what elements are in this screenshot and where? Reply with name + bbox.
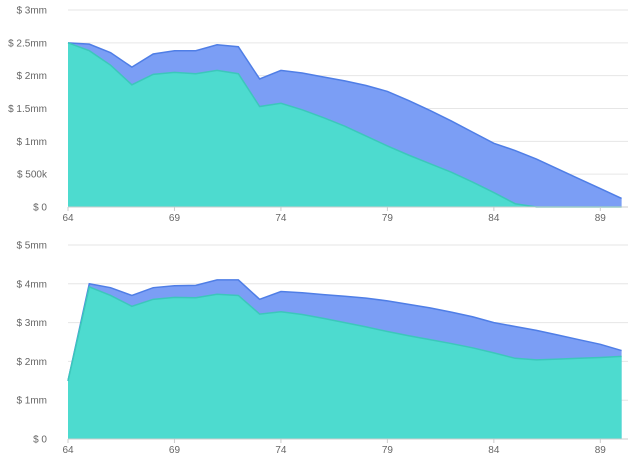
- x-tick-label: 84: [488, 445, 500, 456]
- upper-series-line-1: [67, 42, 622, 200]
- area-chart-2: $ 0 $ 1mm $ 2mm $ 3mm $ 4mm $ 5mm 64 69 74 79 84 89: [16, 241, 628, 456]
- lower-series-line-2: [67, 285, 622, 381]
- y-tick-label: $ 2mm: [16, 71, 47, 82]
- x-tick-label: 69: [169, 445, 181, 456]
- x-tick-label: 64: [62, 213, 74, 224]
- lower-area-series-1: [68, 42, 622, 208]
- x-tick-label: 79: [382, 213, 394, 224]
- lower-series-line-1: [67, 42, 622, 208]
- lower-area-series-2: [68, 286, 622, 439]
- y-tick-label: $ 500k: [17, 170, 48, 181]
- y-tick-label: $ 0: [33, 435, 47, 446]
- y-tick-label: $ 4mm: [16, 279, 47, 290]
- x-tick-label: 84: [488, 213, 500, 224]
- x-tick-label: 74: [275, 213, 287, 224]
- x-tick-label: 64: [62, 445, 74, 456]
- x-tick-label: 89: [595, 213, 607, 224]
- x-tick-label: 79: [382, 445, 394, 456]
- y-tick-label: $ 3mm: [16, 6, 47, 17]
- y-tick-label: $ 1mm: [16, 396, 47, 407]
- area-chart-1: $ 0 $ 500k $ 1mm $ 1.5mm $ 2mm $ 2.5mm $ 3mm 64…: [8, 6, 628, 224]
- x-tick-label: 89: [595, 445, 607, 456]
- y-tick-label: $ 5mm: [16, 241, 47, 252]
- y-tick-label: $ 0: [33, 203, 47, 214]
- upper-series-line-2: [67, 279, 622, 381]
- y-tick-label: $ 3mm: [16, 318, 47, 329]
- y-tick-label: $ 2.5mm: [8, 38, 47, 49]
- y-tick-label: $ 1.5mm: [8, 104, 47, 115]
- y-tick-label: $ 2mm: [16, 357, 47, 368]
- x-tick-label: 69: [169, 213, 181, 224]
- y-tick-label: $ 1mm: [16, 137, 47, 148]
- x-tick-label: 74: [275, 445, 287, 456]
